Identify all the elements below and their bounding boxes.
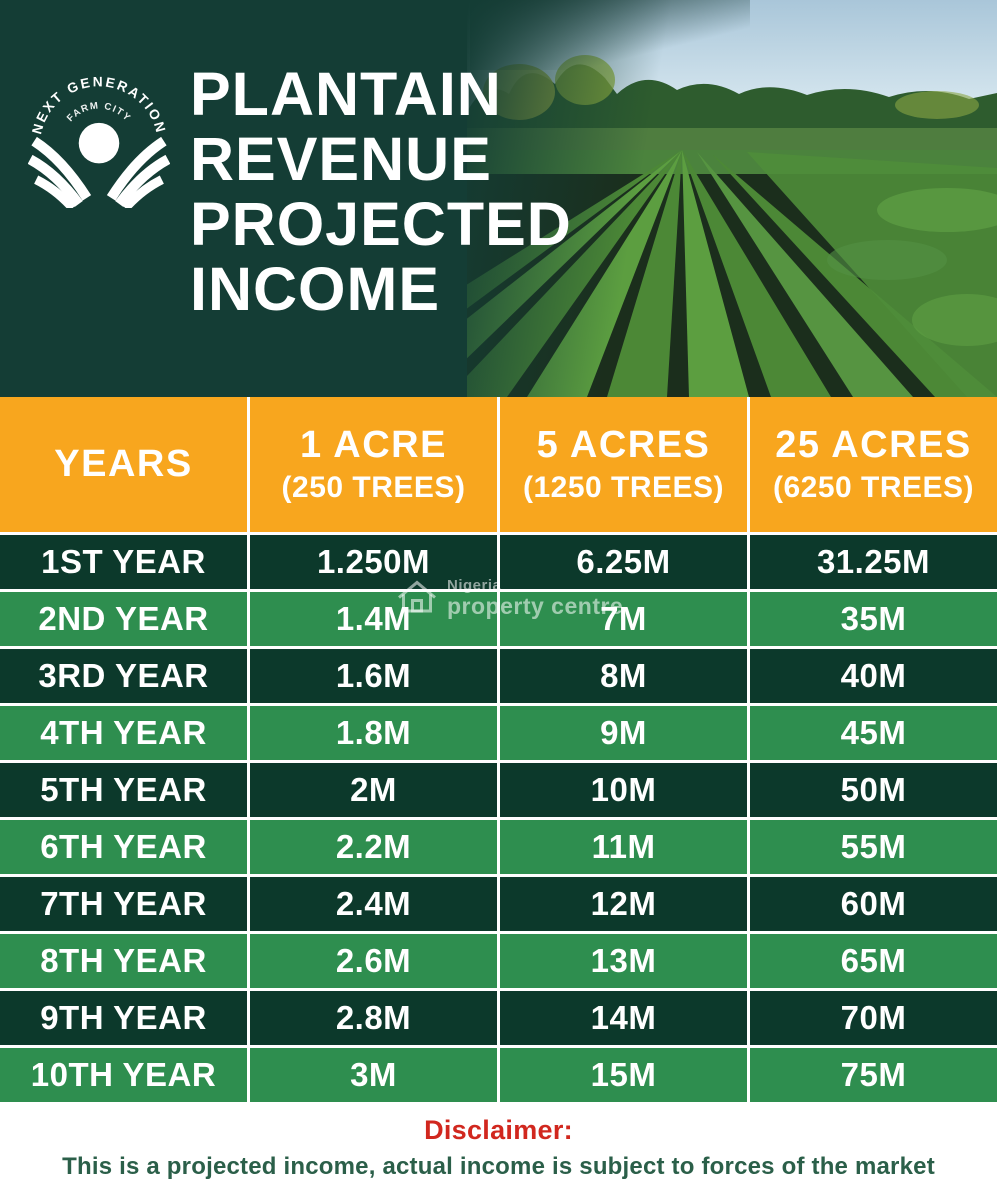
table-cell: 15M — [500, 1048, 747, 1102]
table-cell: 13M — [500, 934, 747, 988]
table-cell: 1.6M — [250, 649, 497, 703]
table-cell-year: 9TH YEAR — [0, 991, 247, 1045]
table-cell: 75M — [750, 1048, 997, 1102]
table-cell: 31.25M — [750, 535, 997, 589]
column-header-sublabel: (1250 TREES) — [522, 471, 725, 504]
table-cell: 12M — [500, 877, 747, 931]
table-cell: 1.4M — [250, 592, 497, 646]
title-line: INCOME — [190, 255, 440, 323]
svg-text:FARM CITY: FARM CITY — [65, 100, 133, 124]
disclaimer-section: Disclaimer: This is a projected income, … — [0, 1102, 997, 1200]
table-cell: 50M — [750, 763, 997, 817]
disclaimer-heading: Disclaimer: — [424, 1115, 573, 1145]
table-cell: 40M — [750, 649, 997, 703]
field-stripes-icon — [28, 136, 170, 208]
table-cell-year: 7TH YEAR — [0, 877, 247, 931]
column-header-25-acres: 25 ACRES (6250 TREES) — [750, 397, 997, 532]
table-cell-year: 3RD YEAR — [0, 649, 247, 703]
table-cell: 1.250M — [250, 535, 497, 589]
column-header-label: 1 ACRE — [300, 424, 447, 466]
logo-subtext: FARM CITY — [65, 100, 132, 124]
column-header-label: 5 ACRES — [536, 424, 711, 466]
table-cell: 60M — [750, 877, 997, 931]
column-header-label: YEARS — [54, 443, 193, 485]
table-cell: 2.6M — [250, 934, 497, 988]
table-cell: 10M — [500, 763, 747, 817]
table-cell-year: 5TH YEAR — [0, 763, 247, 817]
hero-section: NEXT GENERATION FARM CITY PLANTAIN REVEN… — [0, 0, 997, 397]
table-cell: 2.8M — [250, 991, 497, 1045]
table-cell: 9M — [500, 706, 747, 760]
table-cell: 65M — [750, 934, 997, 988]
table-cell: 35M — [750, 592, 997, 646]
income-table: YEARS 1 ACRE (250 TREES) 5 ACRES (1250 T… — [0, 397, 997, 1102]
column-header-5-acres: 5 ACRES (1250 TREES) — [500, 397, 747, 532]
table-cell: 2.2M — [250, 820, 497, 874]
title-line: REVENUE — [190, 125, 492, 193]
table-cell-year: 4TH YEAR — [0, 706, 247, 760]
title-line: PROJECTED — [190, 190, 572, 258]
table-cell-year: 2ND YEAR — [0, 592, 247, 646]
title-line: PLANTAIN — [190, 60, 502, 128]
table-cell: 6.25M — [500, 535, 747, 589]
table-cell-year: 10TH YEAR — [0, 1048, 247, 1102]
brand-logo: NEXT GENERATION FARM CITY — [28, 74, 170, 208]
disclaimer-text: This is a projected income, actual incom… — [62, 1153, 935, 1180]
table-cell: 7M — [500, 592, 747, 646]
column-header-years: YEARS — [0, 397, 247, 532]
table-cell: 3M — [250, 1048, 497, 1102]
column-header-sublabel: (250 TREES) — [281, 471, 466, 504]
column-header-label: 25 ACRES — [775, 424, 972, 466]
table-cell-year: 1ST YEAR — [0, 535, 247, 589]
table-cell: 14M — [500, 991, 747, 1045]
table-cell: 2.4M — [250, 877, 497, 931]
page-title: PLANTAIN REVENUE PROJECTED INCOME — [190, 62, 572, 322]
column-header-sublabel: (6250 TREES) — [772, 471, 975, 504]
column-header-1-acre: 1 ACRE (250 TREES) — [250, 397, 497, 532]
table-cell: 2M — [250, 763, 497, 817]
table-cell: 1.8M — [250, 706, 497, 760]
table-cell: 55M — [750, 820, 997, 874]
table-cell: 45M — [750, 706, 997, 760]
table-cell-year: 6TH YEAR — [0, 820, 247, 874]
table-cell: 70M — [750, 991, 997, 1045]
table-cell: 11M — [500, 820, 747, 874]
table-cell-year: 8TH YEAR — [0, 934, 247, 988]
table-cell: 8M — [500, 649, 747, 703]
sun-icon — [78, 122, 120, 164]
